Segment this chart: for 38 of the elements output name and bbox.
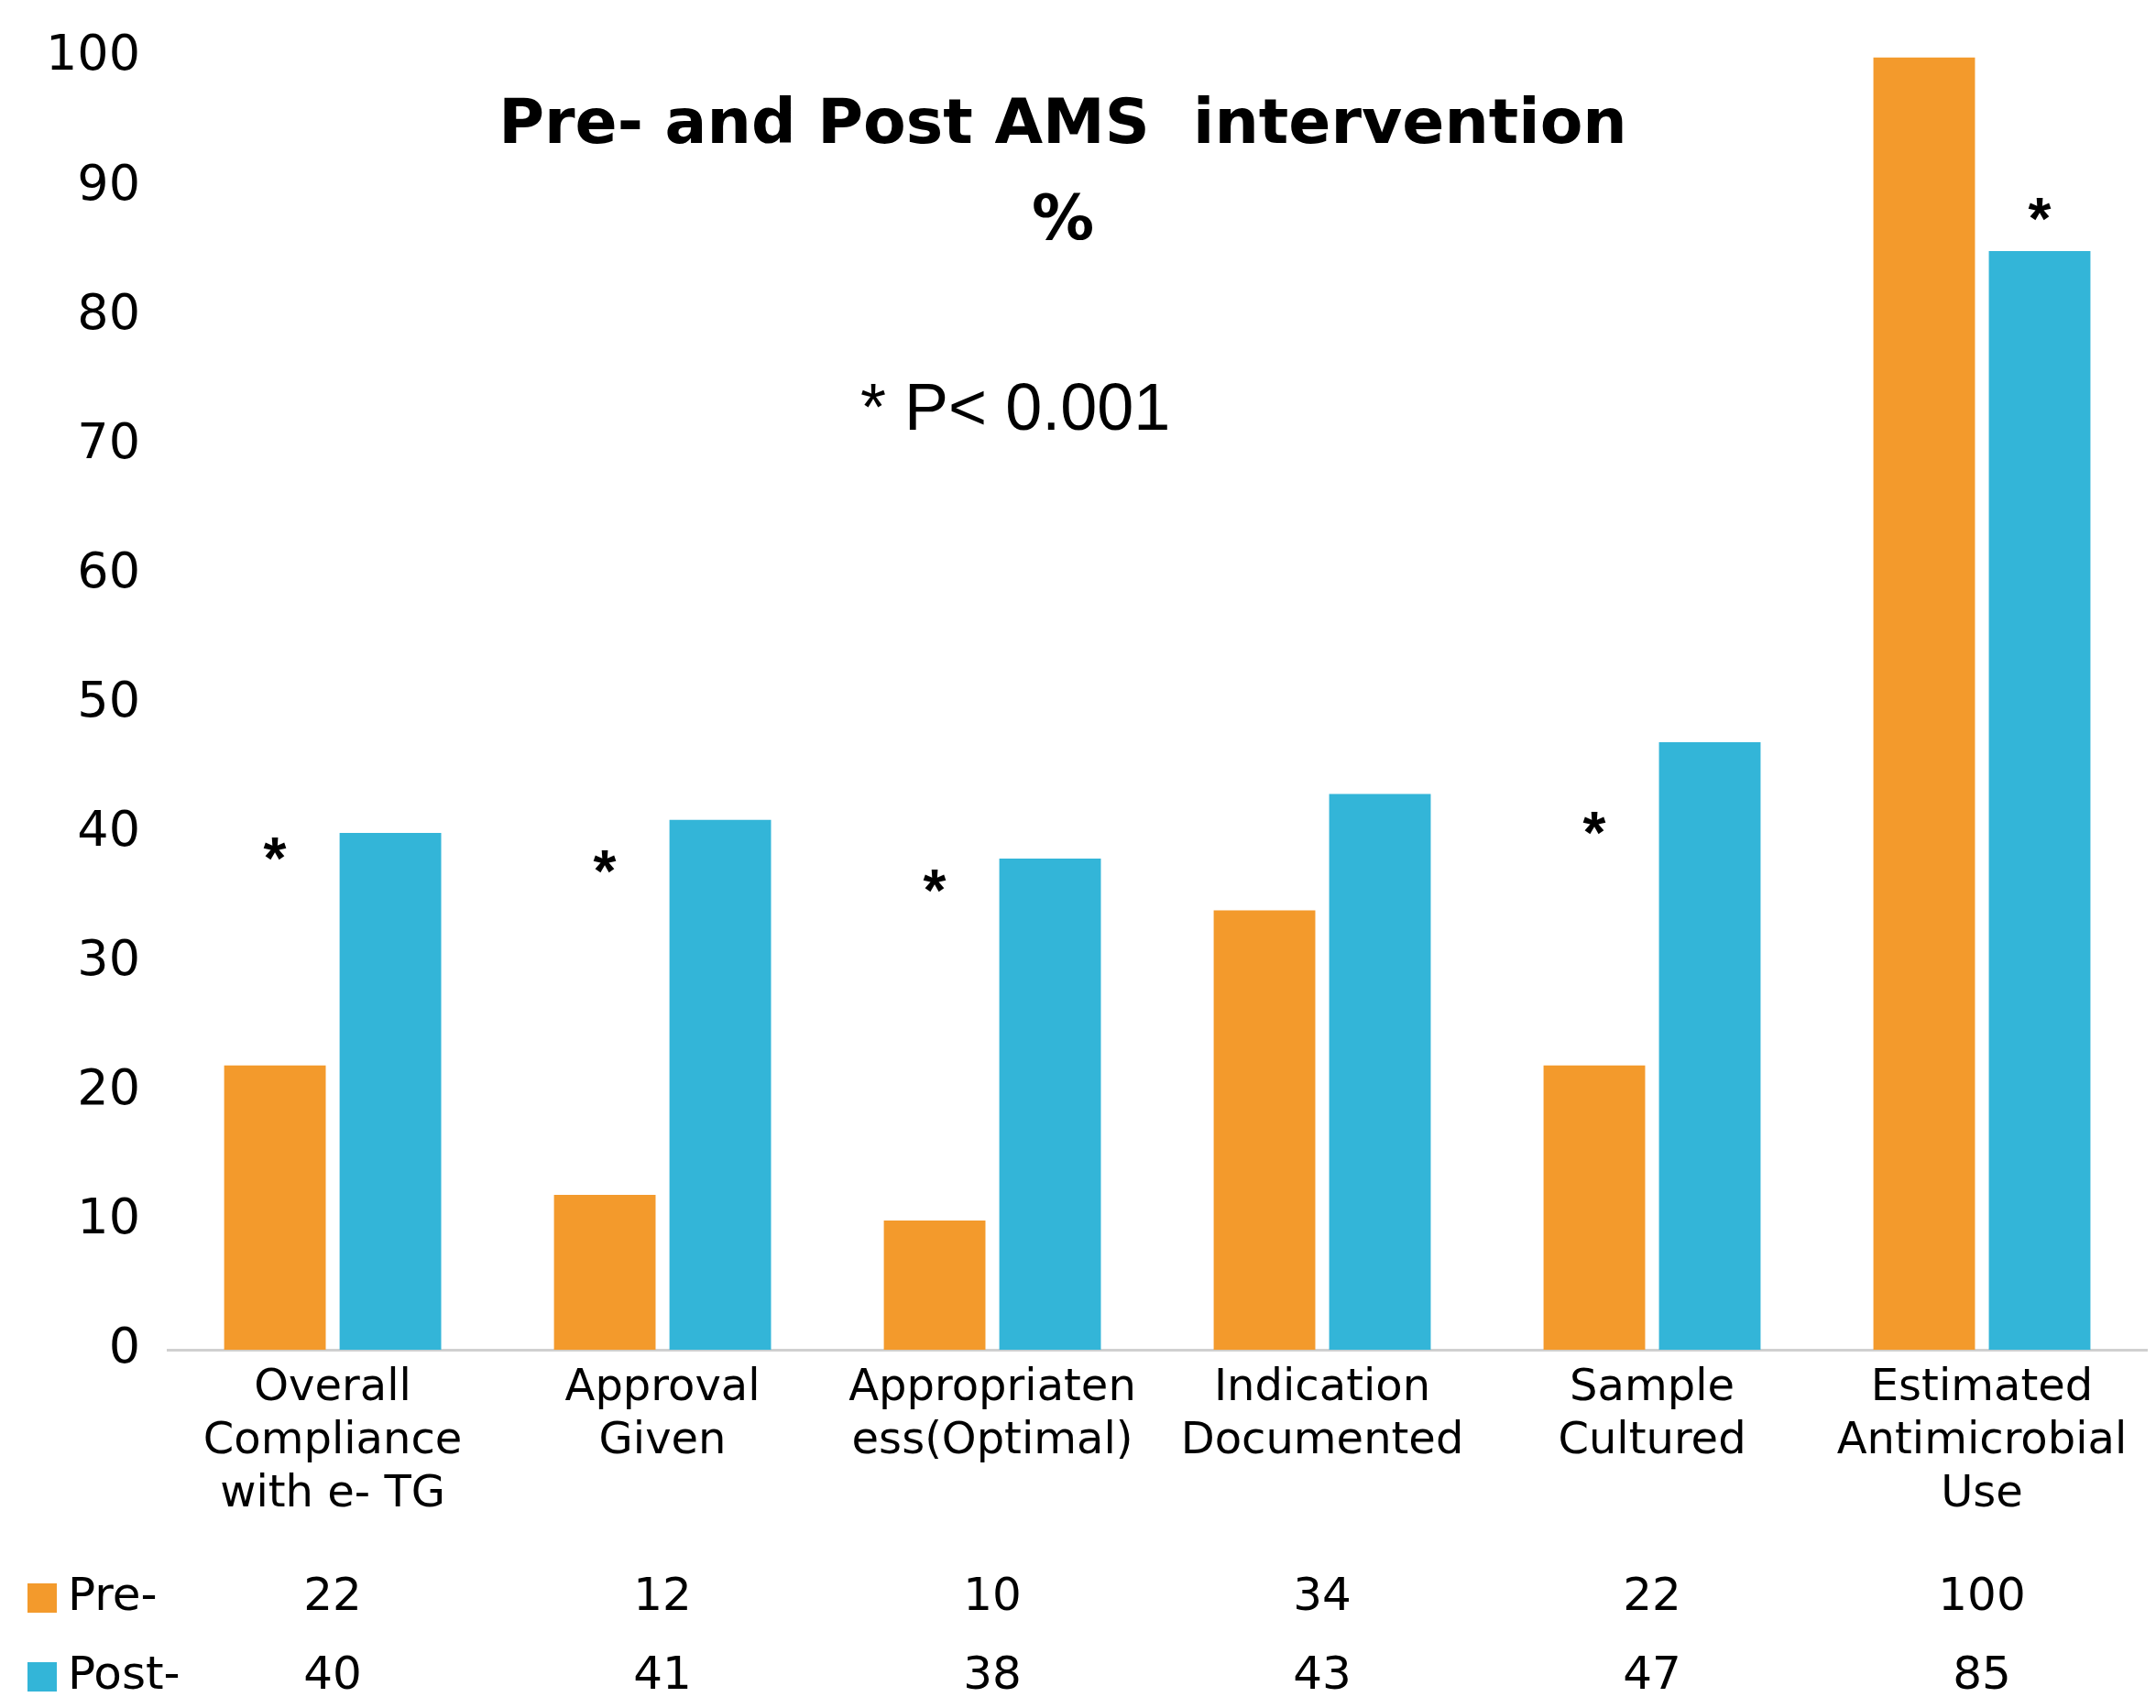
annotation: * [923, 857, 947, 925]
data-label: 43 [1293, 1646, 1352, 1700]
data-label: 34 [1293, 1567, 1352, 1621]
data-label: 38 [963, 1646, 1022, 1700]
annotation: * P< 0.001 [860, 369, 1171, 445]
x-tick-label: Appropriateness(Optimal) [848, 1359, 1136, 1464]
y-tick-label: 0 [108, 1317, 141, 1375]
y-tick-label: 50 [77, 670, 141, 728]
data-label: 22 [1623, 1567, 1681, 1621]
y-tick-label: 60 [77, 541, 141, 599]
x-tick-label: Sample Cultured [1558, 1359, 1746, 1464]
y-tick-label: 20 [77, 1058, 141, 1117]
y-tick-label: 10 [77, 1188, 141, 1246]
data-label: 12 [633, 1567, 692, 1621]
text: Pre- and Post AMS intervention % [498, 84, 1628, 256]
annotation: * [2028, 184, 2052, 253]
x-tick-label: Estimated Antimicrobial Use [1836, 1359, 2128, 1516]
data-label: 47 [1623, 1646, 1681, 1700]
data-label: 100 [1938, 1567, 2026, 1621]
annotation: * [263, 825, 287, 893]
y-tick-label: 90 [77, 153, 141, 212]
legend-label: Pre- [68, 1567, 158, 1621]
data-label: 10 [963, 1567, 1022, 1621]
x-tick-label: Approval Given [564, 1359, 761, 1464]
y-tick-label: 30 [77, 928, 141, 987]
x-tick-label: Overall Compliance with e- TG [202, 1359, 463, 1516]
annotation: * [593, 838, 617, 906]
y-tick-label: 70 [77, 411, 141, 470]
x-tick-label: Indication Documented [1180, 1359, 1464, 1464]
data-label: 40 [303, 1646, 362, 1700]
y-tick-label: 40 [77, 799, 141, 858]
annotation: * [1582, 798, 1606, 867]
legend-label: Post- [68, 1646, 181, 1700]
data-label: 22 [303, 1567, 362, 1621]
y-tick-label: 80 [77, 282, 141, 341]
data-label: 85 [1953, 1646, 2011, 1700]
data-label: 41 [633, 1646, 692, 1700]
y-tick-label: 100 [45, 24, 141, 82]
